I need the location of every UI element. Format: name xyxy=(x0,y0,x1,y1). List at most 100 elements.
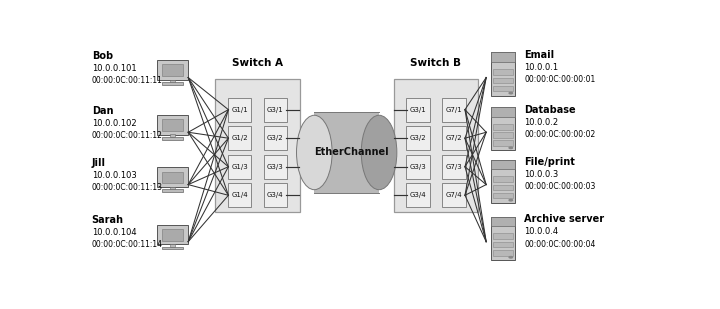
FancyBboxPatch shape xyxy=(264,98,287,121)
FancyBboxPatch shape xyxy=(162,189,184,192)
Text: Switch B: Switch B xyxy=(410,58,462,68)
FancyBboxPatch shape xyxy=(493,242,513,247)
Text: File/print: File/print xyxy=(524,157,575,167)
FancyBboxPatch shape xyxy=(228,184,251,207)
FancyBboxPatch shape xyxy=(162,229,184,240)
FancyBboxPatch shape xyxy=(394,79,478,212)
Ellipse shape xyxy=(297,115,332,190)
FancyBboxPatch shape xyxy=(490,107,516,117)
FancyBboxPatch shape xyxy=(493,86,513,91)
FancyBboxPatch shape xyxy=(162,247,184,249)
Text: 00:00:0C:00:00:02: 00:00:0C:00:00:02 xyxy=(524,130,595,139)
FancyBboxPatch shape xyxy=(493,250,513,256)
FancyBboxPatch shape xyxy=(157,225,188,244)
Text: 10.0.0.1: 10.0.0.1 xyxy=(524,63,558,72)
FancyBboxPatch shape xyxy=(490,217,516,260)
FancyBboxPatch shape xyxy=(157,167,188,187)
Text: 00:00:0C:00:11:13: 00:00:0C:00:11:13 xyxy=(91,183,163,192)
FancyBboxPatch shape xyxy=(157,115,188,134)
FancyBboxPatch shape xyxy=(170,187,175,190)
Text: Email: Email xyxy=(524,50,554,60)
Text: 10.0.0.104: 10.0.0.104 xyxy=(91,228,136,237)
Text: 00:00:0C:00:11:14: 00:00:0C:00:11:14 xyxy=(91,240,163,249)
Text: G7/4: G7/4 xyxy=(446,192,462,198)
FancyBboxPatch shape xyxy=(493,234,513,239)
FancyBboxPatch shape xyxy=(490,53,516,96)
FancyBboxPatch shape xyxy=(490,217,516,226)
FancyBboxPatch shape xyxy=(406,98,430,121)
Text: G1/1: G1/1 xyxy=(231,107,248,113)
FancyBboxPatch shape xyxy=(406,126,430,150)
Text: G1/2: G1/2 xyxy=(231,135,248,141)
Text: Archive server: Archive server xyxy=(524,214,604,224)
FancyBboxPatch shape xyxy=(493,78,513,83)
Circle shape xyxy=(509,92,513,94)
Polygon shape xyxy=(315,112,379,193)
Text: G3/4: G3/4 xyxy=(267,192,284,198)
Text: 10.0.0.3: 10.0.0.3 xyxy=(524,170,559,179)
FancyBboxPatch shape xyxy=(490,159,516,203)
Ellipse shape xyxy=(361,115,397,190)
Text: 10.0.0.102: 10.0.0.102 xyxy=(91,119,136,128)
Text: G3/1: G3/1 xyxy=(267,107,284,113)
Text: 10.0.0.2: 10.0.0.2 xyxy=(524,118,558,127)
Text: 10.0.0.101: 10.0.0.101 xyxy=(91,64,136,73)
Circle shape xyxy=(509,147,513,149)
Text: 00:00:0C:00:11:12: 00:00:0C:00:11:12 xyxy=(91,131,163,140)
FancyBboxPatch shape xyxy=(493,176,513,182)
FancyBboxPatch shape xyxy=(170,80,175,83)
FancyBboxPatch shape xyxy=(406,184,430,207)
FancyBboxPatch shape xyxy=(215,79,300,212)
FancyBboxPatch shape xyxy=(264,155,287,179)
Text: 00:00:0C:00:11:11: 00:00:0C:00:11:11 xyxy=(91,76,163,85)
FancyBboxPatch shape xyxy=(490,53,516,62)
FancyBboxPatch shape xyxy=(162,65,184,76)
Text: G7/3: G7/3 xyxy=(446,164,462,170)
Text: 00:00:0C:00:00:04: 00:00:0C:00:00:04 xyxy=(524,239,595,248)
FancyBboxPatch shape xyxy=(493,184,513,190)
FancyBboxPatch shape xyxy=(493,132,513,138)
Text: Jill: Jill xyxy=(91,158,106,168)
Text: 10.0.0.4: 10.0.0.4 xyxy=(524,227,558,236)
Text: 00:00:0C:00:00:01: 00:00:0C:00:00:01 xyxy=(524,75,595,84)
Text: Dan: Dan xyxy=(91,106,113,116)
FancyBboxPatch shape xyxy=(490,159,516,169)
Text: G7/1: G7/1 xyxy=(446,107,462,113)
FancyBboxPatch shape xyxy=(228,155,251,179)
Text: G3/4: G3/4 xyxy=(410,192,426,198)
Text: G3/3: G3/3 xyxy=(267,164,284,170)
FancyBboxPatch shape xyxy=(442,184,466,207)
Text: G1/3: G1/3 xyxy=(231,164,248,170)
FancyBboxPatch shape xyxy=(228,126,251,150)
Text: G7/2: G7/2 xyxy=(446,135,462,141)
Text: Switch A: Switch A xyxy=(232,58,283,68)
Circle shape xyxy=(509,256,513,258)
FancyBboxPatch shape xyxy=(162,82,184,85)
FancyBboxPatch shape xyxy=(490,107,516,150)
FancyBboxPatch shape xyxy=(162,137,184,140)
Text: 00:00:0C:00:00:03: 00:00:0C:00:00:03 xyxy=(524,183,595,192)
FancyBboxPatch shape xyxy=(157,60,188,80)
FancyBboxPatch shape xyxy=(170,134,175,137)
FancyBboxPatch shape xyxy=(493,193,513,198)
FancyBboxPatch shape xyxy=(162,119,184,131)
FancyBboxPatch shape xyxy=(442,155,466,179)
FancyBboxPatch shape xyxy=(228,98,251,121)
Text: G3/2: G3/2 xyxy=(267,135,284,141)
Text: Sarah: Sarah xyxy=(91,215,124,225)
FancyBboxPatch shape xyxy=(493,69,513,75)
FancyBboxPatch shape xyxy=(170,244,175,247)
Text: G3/2: G3/2 xyxy=(410,135,426,141)
Circle shape xyxy=(509,199,513,201)
Text: EtherChannel: EtherChannel xyxy=(314,147,389,158)
Text: G3/1: G3/1 xyxy=(410,107,426,113)
FancyBboxPatch shape xyxy=(493,124,513,130)
FancyBboxPatch shape xyxy=(406,155,430,179)
Text: Bob: Bob xyxy=(91,51,113,61)
FancyBboxPatch shape xyxy=(264,184,287,207)
Text: 10.0.0.103: 10.0.0.103 xyxy=(91,171,136,180)
Text: G1/4: G1/4 xyxy=(231,192,248,198)
FancyBboxPatch shape xyxy=(442,98,466,121)
FancyBboxPatch shape xyxy=(264,126,287,150)
Text: G3/3: G3/3 xyxy=(410,164,426,170)
